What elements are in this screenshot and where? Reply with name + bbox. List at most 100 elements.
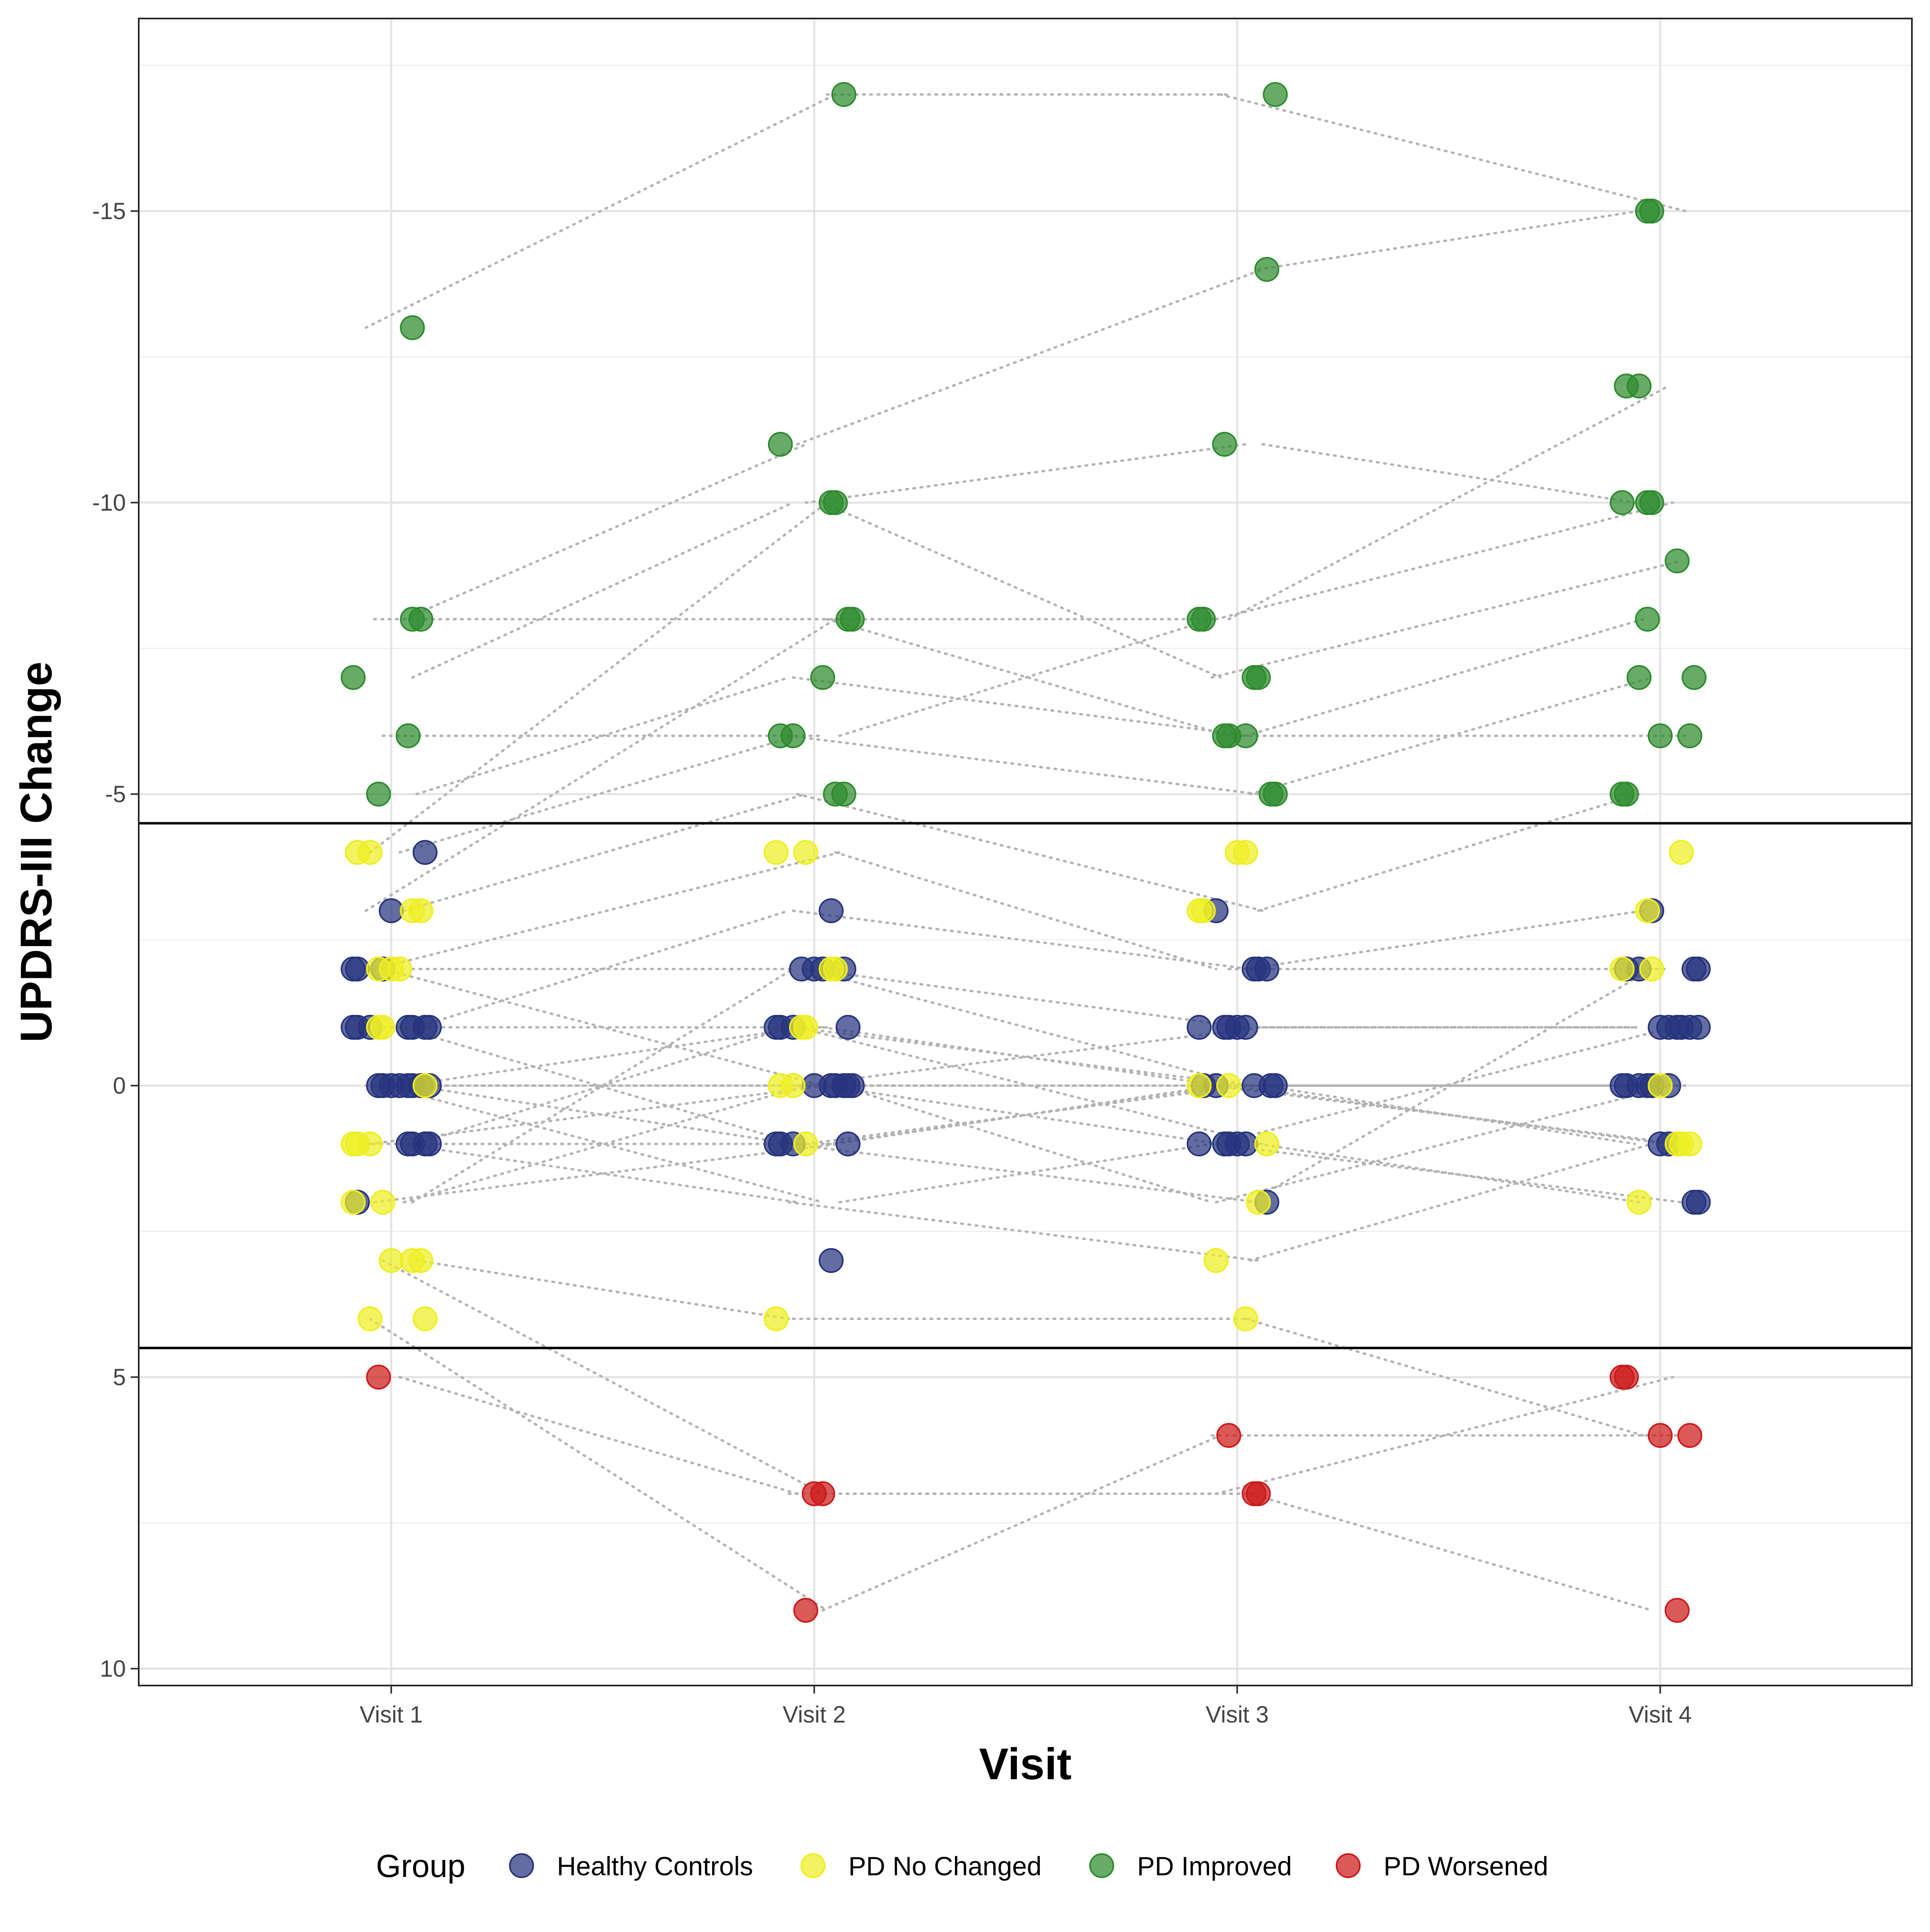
connection-line (804, 443, 1247, 504)
data-point (1187, 1073, 1212, 1098)
legend-key (1089, 1853, 1114, 1878)
data-point (366, 1015, 391, 1040)
data-point (1216, 1073, 1241, 1098)
connection-line (411, 968, 795, 1203)
data-point (1648, 1423, 1673, 1448)
connection-line (821, 1026, 1222, 1087)
data-point (400, 1248, 425, 1273)
connection-line (398, 1143, 799, 1203)
data-point (1626, 1190, 1652, 1215)
data-point (836, 1073, 861, 1098)
connection-line (1248, 1493, 1653, 1612)
data-point (1254, 257, 1279, 282)
data-point (1233, 1306, 1259, 1331)
data-point (1242, 665, 1267, 690)
connection-line (364, 618, 837, 912)
threshold-lines (139, 822, 1912, 1349)
legend-key (801, 1853, 825, 1878)
data-point (1648, 723, 1673, 748)
data-point (768, 1073, 793, 1098)
data-point (1610, 782, 1635, 807)
connection-line (792, 1026, 1251, 1087)
data-point (1212, 432, 1237, 457)
legend-label: PD No Changed (848, 1851, 1042, 1881)
connection-line (792, 910, 1251, 970)
data-point (836, 607, 861, 632)
data-point (400, 898, 425, 923)
connection-line (787, 735, 1260, 795)
data-point (1665, 548, 1690, 573)
legend-label: Healthy Controls (557, 1851, 753, 1881)
data-point (1635, 607, 1660, 632)
y-tick-label: 0 (113, 1073, 126, 1099)
data-point (341, 957, 366, 981)
data-point (1677, 1423, 1702, 1448)
legend: Group Healthy Controls PD No Changed PD Im… (376, 1848, 1548, 1884)
data-point (1233, 723, 1259, 748)
data-point (379, 1248, 404, 1273)
data-point (764, 1015, 789, 1040)
data-point (764, 1306, 789, 1331)
legend-label: PD Worsened (1384, 1851, 1548, 1881)
connection-line (364, 93, 837, 329)
y-tick-label: -5 (105, 781, 126, 807)
connection-line (402, 443, 807, 620)
connection-line (402, 793, 807, 912)
connection-line (838, 1143, 1213, 1203)
data-point (400, 607, 425, 632)
data-point (413, 1073, 438, 1098)
data-point (1669, 840, 1694, 865)
data-point (1259, 1073, 1284, 1098)
connection-line (1257, 1143, 1640, 1203)
data-point (341, 1190, 366, 1215)
data-point (802, 1481, 827, 1506)
connection-line (1227, 1084, 1670, 1145)
x-tick-label: Visit 4 (1629, 1702, 1692, 1728)
data-point (1665, 1598, 1690, 1623)
connection-line (796, 1026, 1264, 1087)
y-axis-title: UPDRS-III Change (12, 661, 61, 1042)
data-point (1187, 898, 1212, 923)
plot-panel-border (138, 18, 1913, 1686)
data-point (345, 840, 370, 865)
data-point (1187, 1015, 1212, 1040)
data-point (1242, 1481, 1267, 1506)
data-point (1635, 898, 1660, 923)
data-point (1242, 957, 1267, 981)
data-point (810, 665, 836, 690)
data-point (823, 782, 848, 807)
connection-line (792, 676, 1251, 737)
connection-line (821, 1084, 1222, 1145)
data-point (836, 1015, 861, 1040)
connection-line (1215, 1084, 1674, 1203)
data-point (1639, 957, 1664, 981)
connection-line (787, 1143, 1260, 1203)
connection-line (369, 501, 828, 854)
data-point (793, 1131, 818, 1156)
data-point (413, 840, 438, 865)
x-axis-title: Visit (979, 1739, 1072, 1789)
data-point (357, 1306, 383, 1331)
y-tick-label: -15 (92, 198, 126, 224)
x-tick-label: Visit 2 (783, 1702, 846, 1728)
data-point (1635, 490, 1660, 515)
data-points (341, 82, 1711, 1623)
connection-line (1248, 1143, 1653, 1262)
data-point (1263, 82, 1288, 107)
connection-line (804, 968, 1247, 1029)
data-point (1677, 723, 1702, 748)
connection-line (415, 676, 790, 795)
data-point (1259, 782, 1284, 807)
connection-line (834, 1084, 1218, 1145)
connection-line (838, 618, 1213, 737)
data-point (1614, 374, 1639, 398)
data-point (793, 1598, 818, 1623)
connection-line (834, 851, 1218, 970)
connection-line (1210, 1143, 1683, 1203)
connection-line (415, 1259, 790, 1320)
data-point (1610, 1365, 1635, 1390)
connection-line (1215, 501, 1674, 620)
data-point (379, 898, 404, 923)
connection-line (825, 618, 1230, 737)
